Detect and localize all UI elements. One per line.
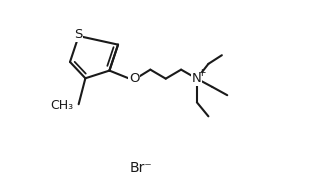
Text: S: S	[74, 28, 83, 41]
Text: N: N	[192, 72, 202, 85]
Text: +: +	[198, 68, 207, 78]
Text: CH₃: CH₃	[50, 99, 73, 112]
Text: O: O	[129, 72, 140, 85]
Text: Br⁻: Br⁻	[130, 161, 152, 175]
